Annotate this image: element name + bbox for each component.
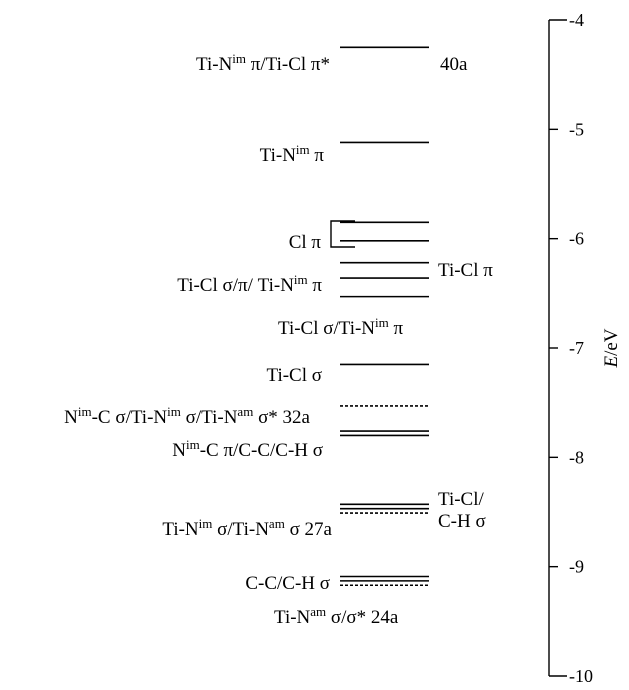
energy-axis-title: E/eV (601, 328, 622, 368)
label-cl-pi: Cl π (289, 232, 322, 253)
cl-pi-bracket (330, 220, 355, 248)
label-ti-nim-pi: Ti-Nim π (260, 142, 325, 166)
energy-tick-label: -10 (569, 666, 593, 686)
label-ti-nim-pi-ti-cl-pistar: Ti-Nim π/Ti-Cl π* (196, 51, 330, 75)
energy-tick-label: -7 (569, 338, 584, 358)
energy-tick-label: -8 (569, 447, 584, 467)
energy-tick-label: -4 (569, 10, 584, 30)
energy-axis-ticks: -4 -5 -6 -7 -8 -9 -10 (549, 10, 593, 686)
label-nim-c-pi-cc-ch-sigma: Nim-C π/C-C/C-H σ (172, 437, 323, 461)
label-cc-ch-sigma: C-C/C-H σ (245, 573, 330, 594)
label-ti-cl-sigma-pi-ti-nim-pi: Ti-Cl σ/π/ Ti-Nim π (177, 272, 322, 296)
label-ti-nam-sigma-24a: Ti-Nam σ/σ* 24a (274, 604, 399, 628)
label-ti-cl-pi-right: Ti-Cl π (438, 260, 493, 281)
label-ti-cl-sigma: Ti-Cl σ (267, 365, 323, 386)
energy-tick-label: -5 (569, 119, 584, 139)
energy-levels (340, 46, 429, 587)
energy-axis-title-symbol: E (601, 356, 622, 369)
energy-axis-title-unit: /eV (601, 328, 622, 356)
label-40a: 40a (440, 54, 468, 75)
energy-axis: -4 -5 -6 -7 -8 -9 -10 E/eV (548, 10, 622, 686)
label-ti-cl-ch-line1: Ti-Cl/ (438, 489, 484, 510)
label-ti-cl-ch-line2: C-H σ (438, 511, 486, 532)
energy-tick-label: -9 (569, 557, 584, 577)
label-nim-c-sigma-32a: Nim-C σ/Ti-Nim σ/Ti-Nam σ* 32a (64, 404, 310, 428)
energy-tick-label: -6 (569, 229, 584, 249)
label-ti-cl-sigma-ti-nim-pi: Ti-Cl σ/Ti-Nim π (278, 315, 404, 339)
label-ti-nim-sigma-27a: Ti-Nim σ/Ti-Nam σ 27a (162, 516, 332, 540)
